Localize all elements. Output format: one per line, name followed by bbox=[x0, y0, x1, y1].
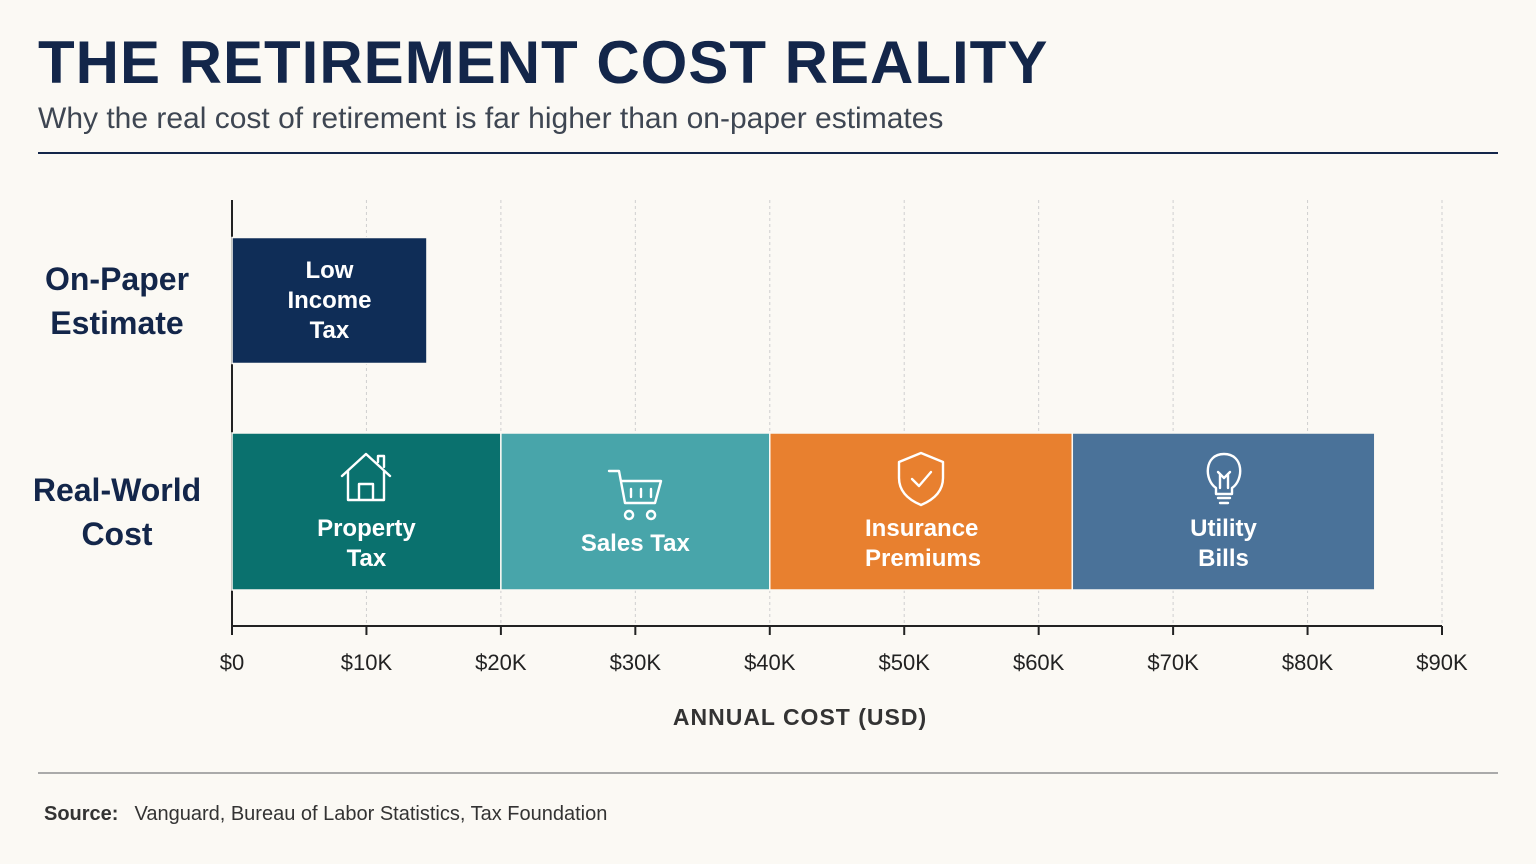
segment-icon bbox=[608, 469, 663, 520]
divider bbox=[38, 152, 1498, 154]
segment-name: Low Income Tax bbox=[287, 256, 372, 344]
segment-label: Sales Tax bbox=[501, 433, 770, 590]
segment-label: Utility Bills bbox=[1072, 433, 1375, 590]
bar-segment bbox=[231, 236, 428, 365]
x-tick-label: $60K bbox=[1012, 650, 1065, 675]
x-tick-label: $20K bbox=[475, 650, 527, 675]
segment-icon bbox=[897, 451, 945, 506]
segment-name: Sales Tax bbox=[580, 529, 690, 557]
chart-title: THE RETIREMENT COST REALITY bbox=[38, 29, 1049, 96]
segment-icon bbox=[1206, 452, 1241, 504]
x-tick-label: $30K bbox=[609, 650, 662, 675]
chart-subtitle: Why the real cost of retirement is far h… bbox=[38, 102, 944, 135]
bar-segment bbox=[231, 432, 502, 591]
x-axis-label: ANNUAL COST (USD) bbox=[672, 704, 928, 730]
source-label: Source: bbox=[44, 803, 119, 825]
source: Source: Vanguard, Bureau of Labor Statist… bbox=[44, 803, 607, 826]
source-text: Vanguard, Bureau of Labor Statistics, Ta… bbox=[134, 803, 608, 825]
category-label: Real-World Cost bbox=[32, 471, 202, 552]
segment-label: Property Tax bbox=[232, 433, 501, 590]
bar-segment bbox=[500, 432, 771, 591]
segment-name: Property Tax bbox=[317, 514, 416, 572]
segment-name: Utility Bills bbox=[1190, 514, 1257, 572]
x-tick-label: $40K bbox=[744, 650, 796, 675]
segment-name: Insurance Premiums bbox=[865, 514, 982, 572]
segment-label: Low Income Tax bbox=[232, 238, 427, 364]
x-tick-label: $80K bbox=[1281, 650, 1334, 675]
x-tick-label: $0 bbox=[219, 650, 245, 675]
x-tick-label: $90K bbox=[1416, 650, 1468, 675]
x-tick-label: $50K bbox=[878, 650, 930, 675]
x-tick-label: $10K bbox=[340, 650, 393, 675]
bar-segment bbox=[769, 432, 1074, 591]
category-label: On-Paper Estimate bbox=[44, 260, 190, 341]
segment-label: Insurance Premiums bbox=[770, 433, 1073, 590]
divider bbox=[38, 772, 1498, 774]
bar-segment bbox=[1071, 432, 1376, 591]
x-tick-label: $70K bbox=[1147, 650, 1199, 675]
segment-icon bbox=[341, 452, 392, 501]
